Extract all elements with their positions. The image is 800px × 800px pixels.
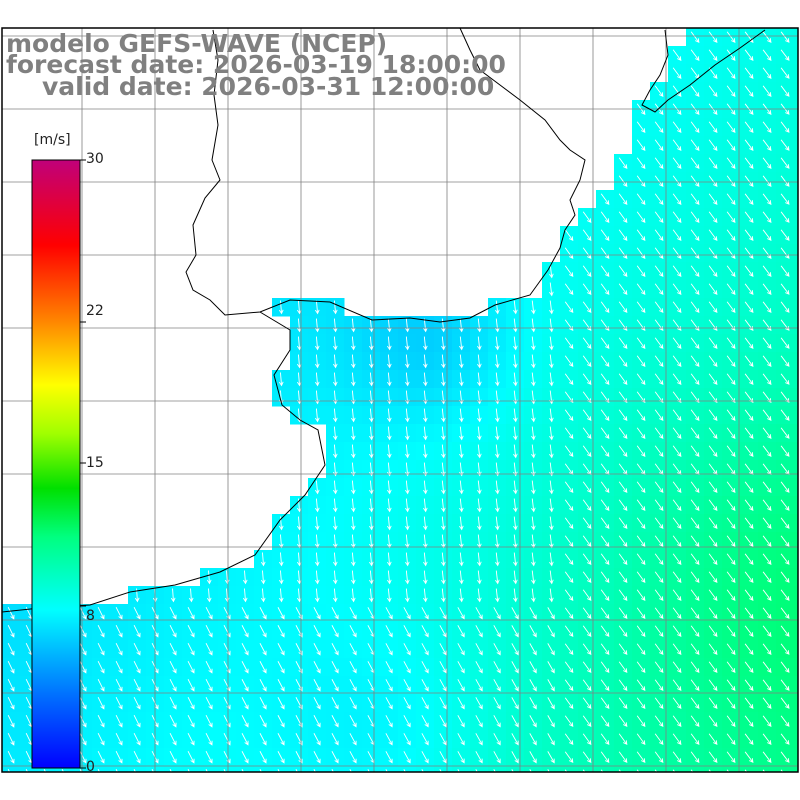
wind-cell: [794, 316, 800, 335]
wind-cell: [434, 766, 453, 785]
wind-cell: [2, 766, 21, 785]
wind-cell: [794, 676, 800, 695]
wind-cell: [794, 622, 800, 641]
wind-cell: [578, 766, 597, 785]
wind-cell: [704, 766, 723, 785]
wind-cell: [794, 64, 800, 83]
wind-cell: [254, 766, 273, 785]
wind-cell: [470, 766, 489, 785]
colorbar: [32, 160, 80, 768]
wind-cell: [794, 334, 800, 353]
wind-cell: [380, 766, 399, 785]
wind-cell: [794, 82, 800, 101]
wind-cell: [794, 568, 800, 587]
wind-cell: [776, 766, 795, 785]
wind-cell: [794, 172, 800, 191]
wind-cell: [758, 766, 777, 785]
colorbar-unit: [m/s]: [34, 132, 71, 148]
wind-cell: [794, 730, 800, 749]
wind-cell: [614, 766, 633, 785]
wind-cell: [794, 370, 800, 389]
colorbar-tick-15: 15: [86, 456, 104, 470]
wind-cell: [488, 766, 507, 785]
wind-cell: [794, 514, 800, 533]
wind-cell: [794, 298, 800, 317]
wind-cell: [794, 388, 800, 407]
wind-cell: [272, 766, 291, 785]
wind-cell: [794, 244, 800, 263]
wind-cell: [632, 766, 651, 785]
wind-cell: [362, 766, 381, 785]
wind-cell: [344, 766, 363, 785]
wind-cell: [794, 658, 800, 677]
colorbar-tick-30: 30: [86, 152, 104, 166]
wind-cell: [794, 262, 800, 281]
wind-cell: [794, 694, 800, 713]
wind-cell: [794, 424, 800, 443]
wind-cell: [740, 766, 759, 785]
wind-cell: [20, 766, 39, 785]
colorbar-tick-22: 22: [86, 304, 104, 318]
title-valid-date: valid date: 2026-03-31 12:00:00: [42, 74, 494, 99]
wind-cell: [596, 766, 615, 785]
wind-cell: [38, 766, 57, 785]
wind-cell: [164, 766, 183, 785]
wind-cell: [794, 154, 800, 173]
wind-cell: [128, 766, 147, 785]
wind-cell: [524, 766, 543, 785]
wind-cell: [542, 766, 561, 785]
wind-cell: [794, 136, 800, 155]
wind-cell: [794, 118, 800, 137]
wind-cell: [794, 280, 800, 299]
wind-cell: [794, 226, 800, 245]
wind-cell: [506, 766, 525, 785]
wind-cell: [794, 352, 800, 371]
wind-cell: [686, 766, 705, 785]
wind-cell: [794, 586, 800, 605]
wind-cell: [794, 532, 800, 551]
wind-cell: [794, 208, 800, 227]
wind-cell: [722, 766, 741, 785]
wind-cell: [560, 766, 579, 785]
wind-cell: [236, 766, 255, 785]
wind-cell: [794, 748, 800, 767]
wind-cell: [794, 712, 800, 731]
wind-cell: [326, 766, 345, 785]
wind-cell: [794, 46, 800, 65]
wind-cell: [794, 28, 800, 47]
wind-cell: [452, 766, 471, 785]
colorbar-tick-8: 8: [86, 609, 95, 623]
wind-cell: [110, 766, 129, 785]
wind-cell: [794, 496, 800, 515]
wind-cell: [794, 550, 800, 569]
wind-cell: [794, 406, 800, 425]
wind-cell: [182, 766, 201, 785]
wind-cell: [668, 766, 687, 785]
wind-cell: [794, 190, 800, 209]
wind-cell: [308, 766, 327, 785]
wind-cell: [794, 640, 800, 659]
wind-cell: [398, 766, 417, 785]
wind-cell: [794, 460, 800, 479]
wind-cell: [794, 766, 800, 785]
wind-cell: [200, 766, 219, 785]
wind-cell: [218, 766, 237, 785]
wind-cell: [416, 766, 435, 785]
wind-cell: [56, 766, 75, 785]
wind-cell: [290, 766, 309, 785]
wind-cell: [794, 442, 800, 461]
colorbar-tick-0: 0: [86, 760, 95, 774]
wind-cell: [794, 478, 800, 497]
